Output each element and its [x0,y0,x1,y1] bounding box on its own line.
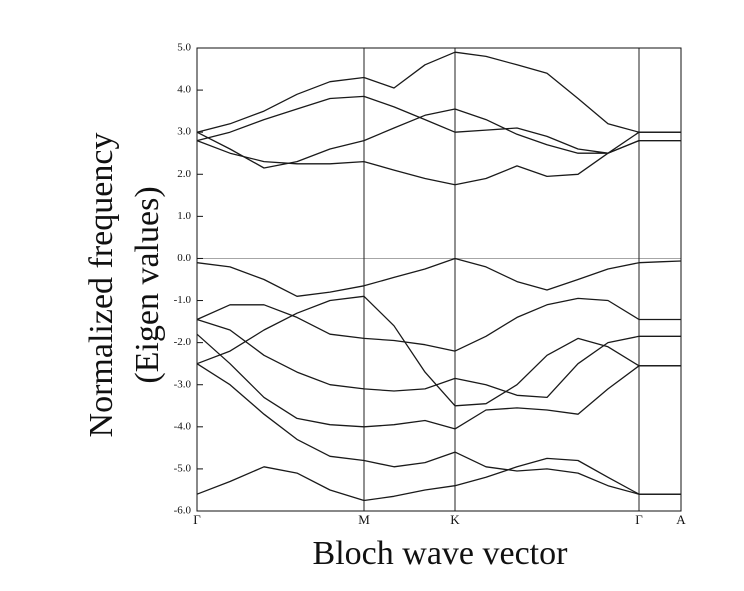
y-tick-label: 4.0 [177,84,191,96]
plot-frame [196,47,682,512]
band [196,51,681,133]
x-tick-label: A [676,512,686,527]
y-axis-title: Normalized frequency [83,133,120,438]
y-tick-label: -6.0 [174,505,192,517]
x-axis-title: Bloch wave vector [313,535,569,572]
y-tick-label: 1.0 [177,210,191,222]
band [196,333,681,430]
y-tick-label: -2.0 [174,336,192,348]
y-tick-label: -3.0 [174,378,192,390]
band [196,95,681,154]
y-tick-label: 3.0 [177,126,191,138]
y-tick-label: -4.0 [174,420,192,432]
y-axis-title-group: Normalized frequency [83,133,120,438]
x-tick-label: M [358,512,370,527]
y-axis-title: (Eigen values) [129,186,166,383]
band [196,295,681,407]
y-tick-label: 5.0 [177,42,191,54]
band [196,297,681,352]
y-tick-label: -1.0 [174,294,192,306]
y-tick-label: -5.0 [174,462,192,474]
y-tick-label: 2.0 [177,168,191,180]
y-tick-label: 0.0 [177,252,191,264]
band [196,318,681,399]
x-tick-label: Γ [193,512,201,527]
band [196,363,681,495]
band [196,257,682,297]
band [196,139,681,186]
x-tick-label: K [450,512,460,527]
x-tick-label: Γ [635,512,643,527]
band [196,457,681,502]
y-axis-title-group: (Eigen values) [129,186,166,383]
